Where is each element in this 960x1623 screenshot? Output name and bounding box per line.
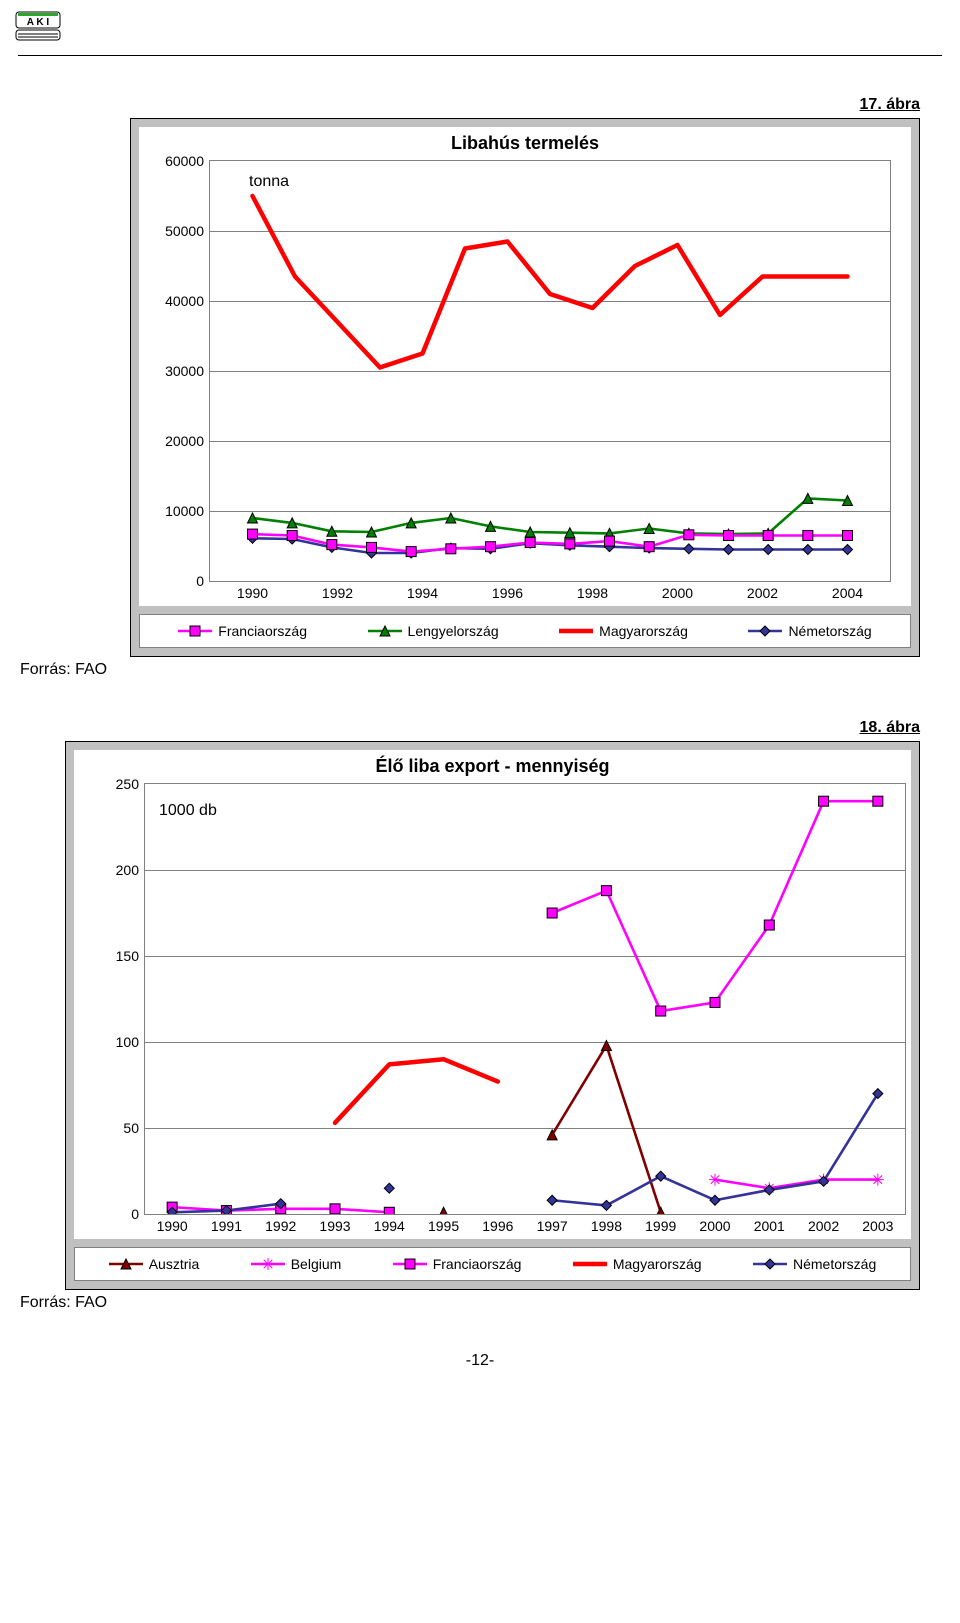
x-tick-label: 1994 [407,585,438,601]
x-tick-label: 1999 [645,1218,676,1234]
legend-entry: Franciaország [172,621,313,641]
legend-label: Belgium [291,1256,342,1272]
x-tick-label: 1998 [577,585,608,601]
y-tick-label: 50000 [165,223,204,239]
chart-2-frame: Élő liba export - mennyiség 1000 db 0 50 1… [65,741,920,1290]
y-tick-label: 30000 [165,363,204,379]
figure-1-label: 17. ábra [0,96,920,114]
y-tick-label: 40000 [165,293,204,309]
x-tick-label: 1997 [537,1218,568,1234]
chart-2-plot: 0501001502002501990199119921993199419951… [144,783,891,1239]
legend-label: Franciaország [433,1256,522,1272]
chart-2-title: Élő liba export - mennyiség [74,750,911,777]
chart-2-unit-label: 1000 db [159,802,217,820]
y-tick-label: 100 [116,1034,139,1050]
y-tick-label: 50 [123,1120,139,1136]
chart-2-legend: Ausztria Belgium Franciaország Magyarors… [74,1247,911,1281]
x-tick-label: 1998 [591,1218,622,1234]
header-divider [18,55,942,56]
x-tick-label: 1992 [265,1218,296,1234]
x-tick-label: 1990 [237,585,268,601]
chart-2-source: Forrás: FAO [20,1294,960,1312]
page-number: -12- [0,1352,960,1370]
legend-entry: Németország [742,621,877,641]
legend-label: Németország [788,623,871,639]
y-tick-label: 150 [116,948,139,964]
figure-2-label: 18. ábra [0,719,920,737]
x-tick-label: 1995 [428,1218,459,1234]
x-tick-label: 1990 [157,1218,188,1234]
x-tick-label: 2000 [662,585,693,601]
legend-label: Magyarország [599,623,688,639]
legend-label: Ausztria [149,1256,200,1272]
x-tick-label: 1996 [482,1218,513,1234]
legend-entry: Belgium [245,1254,348,1274]
chart-1-unit-label: tonna [249,173,289,191]
legend-label: Németország [793,1256,876,1272]
legend-label: Franciaország [218,623,307,639]
y-tick-label: 0 [196,573,204,589]
chart-1-source: Forrás: FAO [20,661,960,679]
y-tick-label: 250 [116,776,139,792]
y-tick-label: 0 [131,1206,139,1222]
chart-1-title: Libahús termelés [139,127,911,154]
legend-entry: Ausztria [103,1254,206,1274]
x-tick-label: 1993 [319,1218,350,1234]
x-tick-label: 2002 [808,1218,839,1234]
legend-entry: Németország [747,1254,882,1274]
y-tick-label: 20000 [165,433,204,449]
svg-text:A K I: A K I [27,17,50,28]
x-tick-label: 1996 [492,585,523,601]
x-tick-label: 2000 [699,1218,730,1234]
x-tick-label: 2002 [747,585,778,601]
x-tick-label: 1991 [211,1218,242,1234]
x-tick-label: 2003 [862,1218,893,1234]
legend-entry: Franciaország [387,1254,528,1274]
x-tick-label: 2004 [832,585,863,601]
chart-1-legend: Franciaország Lengyelország Magyarország… [139,614,911,648]
x-tick-label: 2001 [754,1218,785,1234]
x-tick-label: 1992 [322,585,353,601]
legend-entry: Lengyelország [362,621,505,641]
aki-logo-icon: A K I [14,10,68,46]
legend-label: Lengyelország [408,623,499,639]
chart-1-frame: Libahús termelés tonna 0 10000 20000 30000 4… [130,118,920,657]
legend-entry: Magyarország [553,621,694,641]
x-tick-label: 1994 [374,1218,405,1234]
y-tick-label: 60000 [165,153,204,169]
chart-1-plot: 0100002000030000400005000060000199019921… [209,160,891,606]
y-tick-label: 200 [116,862,139,878]
legend-label: Magyarország [613,1256,702,1272]
y-tick-label: 10000 [165,503,204,519]
legend-entry: Magyarország [567,1254,708,1274]
